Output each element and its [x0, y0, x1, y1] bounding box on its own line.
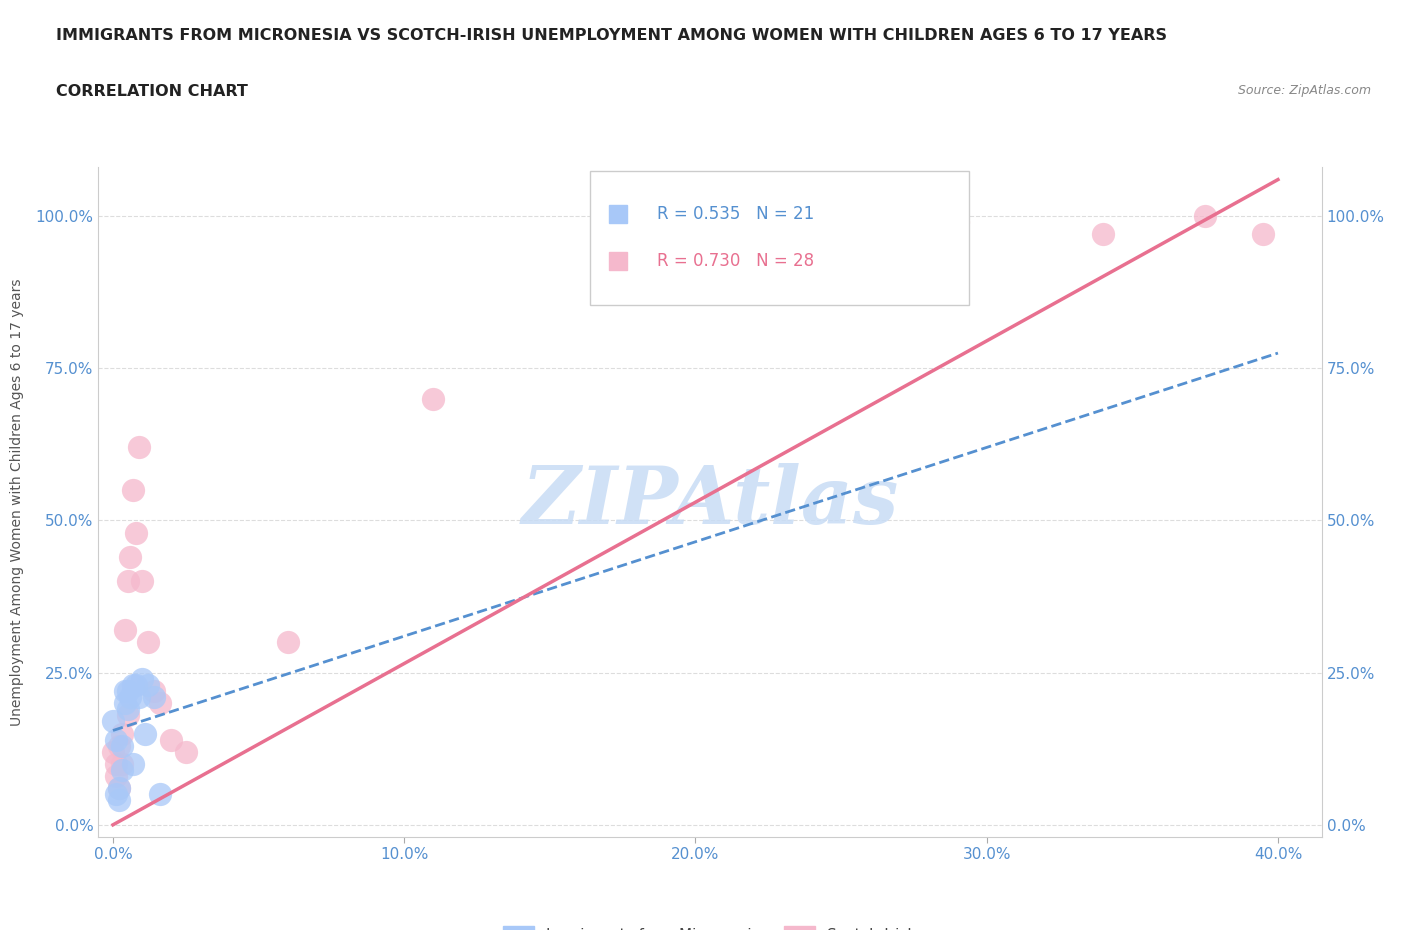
Point — [101, 714, 124, 729]
Point — [101, 744, 124, 759]
Point — [108, 738, 131, 753]
Point — [160, 732, 183, 747]
Point — [131, 671, 153, 686]
Text: Source: ZipAtlas.com: Source: ZipAtlas.com — [1237, 84, 1371, 97]
Point — [117, 574, 139, 589]
Point — [114, 696, 136, 711]
Point — [117, 708, 139, 723]
Point — [104, 787, 127, 802]
Text: ZIPAtlas: ZIPAtlas — [522, 463, 898, 541]
Point — [111, 726, 134, 741]
Point — [128, 689, 150, 704]
Point — [117, 702, 139, 717]
Point — [120, 550, 142, 565]
Point — [120, 689, 142, 704]
Point — [422, 392, 444, 406]
Point — [125, 525, 148, 540]
Point — [1194, 208, 1216, 223]
Point — [125, 677, 148, 692]
Point — [149, 787, 172, 802]
Point — [104, 732, 127, 747]
Y-axis label: Unemployment Among Women with Children Ages 6 to 17 years: Unemployment Among Women with Children A… — [10, 278, 24, 726]
Text: R = 0.535   N = 21: R = 0.535 N = 21 — [658, 206, 814, 223]
Point — [134, 726, 156, 741]
Point — [142, 689, 165, 704]
Point — [131, 574, 153, 589]
Legend: Immigrants from Micronesia, Scotch-Irish: Immigrants from Micronesia, Scotch-Irish — [498, 920, 922, 930]
Point — [122, 677, 145, 692]
Point — [1253, 227, 1275, 242]
Text: CORRELATION CHART: CORRELATION CHART — [56, 84, 247, 99]
Point — [1092, 227, 1115, 242]
Point — [946, 215, 969, 230]
Point — [122, 483, 145, 498]
Point — [111, 756, 134, 771]
Point — [108, 781, 131, 796]
Point — [277, 635, 299, 650]
Text: IMMIGRANTS FROM MICRONESIA VS SCOTCH-IRISH UNEMPLOYMENT AMONG WOMEN WITH CHILDRE: IMMIGRANTS FROM MICRONESIA VS SCOTCH-IRI… — [56, 28, 1167, 43]
Point — [111, 738, 134, 753]
Point — [108, 793, 131, 808]
Point — [174, 744, 197, 759]
Point — [136, 635, 159, 650]
Point — [114, 622, 136, 637]
Point — [742, 233, 765, 248]
FancyBboxPatch shape — [591, 171, 969, 305]
Point — [598, 215, 620, 230]
Point — [117, 684, 139, 698]
Text: R = 0.730   N = 28: R = 0.730 N = 28 — [658, 252, 814, 270]
Point — [149, 696, 172, 711]
Point — [136, 677, 159, 692]
Point — [122, 756, 145, 771]
Point — [128, 440, 150, 455]
Point — [108, 781, 131, 796]
Point — [104, 769, 127, 784]
Point — [104, 756, 127, 771]
Point — [111, 763, 134, 777]
Point — [114, 684, 136, 698]
Point — [142, 684, 165, 698]
